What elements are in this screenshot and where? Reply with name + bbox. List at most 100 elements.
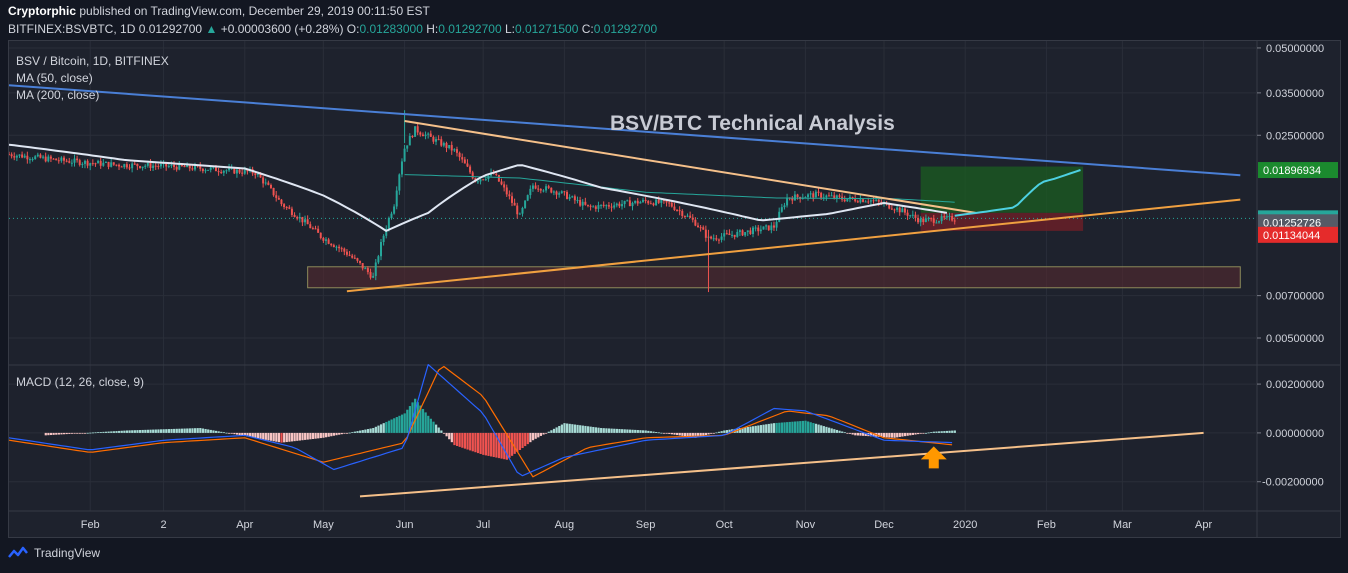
macd-histogram-bar <box>115 431 118 433</box>
candle-body <box>217 171 220 173</box>
publish-info: Cryptorphic published on TradingView.com… <box>8 4 430 18</box>
legend-macd[interactable]: MACD (12, 26, close, 9) <box>16 375 144 389</box>
candle-body <box>497 174 500 182</box>
candle-body <box>327 239 330 244</box>
candle-body <box>138 166 141 168</box>
macd-histogram-bar <box>343 432 346 434</box>
macd-histogram-bar <box>893 432 896 438</box>
time-tick-label: Nov <box>796 519 816 531</box>
macd-histogram-bar <box>948 430 951 433</box>
macd-histogram-bar <box>652 431 655 433</box>
candle-body <box>201 168 204 172</box>
candle-body <box>332 245 335 248</box>
macd-histogram-bar <box>385 421 388 433</box>
candle-body <box>838 195 841 197</box>
candle-body <box>159 164 162 167</box>
macd-histogram-bar <box>715 432 718 434</box>
macd-histogram-bar <box>707 432 710 435</box>
candle-body <box>427 133 430 135</box>
candle-body <box>686 215 689 217</box>
candle-body <box>167 165 170 167</box>
candle-body <box>361 263 364 269</box>
candle-body <box>484 179 487 181</box>
brand-name[interactable]: TradingView <box>34 546 101 560</box>
candle-body <box>859 199 862 203</box>
candle-body <box>131 163 134 169</box>
annotation-title: BSV/BTC Technical Analysis <box>610 112 895 135</box>
macd-histogram-bar <box>180 428 184 433</box>
candle-body <box>55 158 58 161</box>
macd-histogram-bar <box>372 428 375 433</box>
macd-histogram-bar <box>917 432 920 435</box>
candle-body <box>539 189 542 191</box>
macd-histogram-bar <box>888 432 891 438</box>
candle-body <box>455 149 458 153</box>
macd-histogram-bar <box>70 432 74 434</box>
macd-histogram-bar <box>796 421 799 433</box>
chart-container[interactable]: 0.05000000 0.03500000 0.02500000 0.01896934… <box>8 40 1341 538</box>
candle-body <box>759 229 762 232</box>
candle-body <box>770 225 773 231</box>
candle-body <box>820 192 823 198</box>
candle-body <box>204 170 207 172</box>
candle-body <box>170 164 173 166</box>
author-name[interactable]: Cryptorphic <box>8 4 77 18</box>
macd-histogram-bar <box>712 432 715 434</box>
candle-body <box>665 200 668 203</box>
price-chart[interactable]: 0.05000000 0.03500000 0.02500000 0.01896934… <box>8 41 1340 537</box>
candle-body <box>940 216 943 222</box>
candle-body <box>924 218 927 223</box>
time-tick-label: Feb <box>1037 519 1056 531</box>
candle-body <box>390 213 393 219</box>
last-price: 0.01292700 <box>138 22 203 36</box>
macd-histogram-bar <box>212 430 215 433</box>
candle-body <box>710 236 713 239</box>
macd-histogram-bar <box>545 432 548 434</box>
candle-body <box>691 217 694 220</box>
candle-body <box>183 165 186 168</box>
macd-histogram-bar <box>421 408 425 433</box>
price-tick-label: 0.00500000 <box>1266 333 1324 345</box>
macd-line <box>8 364 953 477</box>
legend-ma50[interactable]: MA (50, close) <box>16 71 93 85</box>
candle-body <box>330 243 333 246</box>
candle-body <box>804 197 807 199</box>
macd-histogram-bar <box>560 424 563 433</box>
time-tick-label: Sep <box>636 519 656 531</box>
macd-histogram-bar <box>377 425 380 433</box>
macd-histogram-bar <box>479 432 482 454</box>
macd-histogram-bar <box>678 432 681 436</box>
macd-histogram-bar <box>471 432 474 452</box>
close-value: 0.01292700 <box>593 22 658 36</box>
macd-histogram-bar <box>644 430 647 433</box>
macd-histogram-bar <box>812 423 815 433</box>
macd-histogram-bar <box>594 427 598 433</box>
macd-histogram-bar <box>345 432 349 434</box>
candle-body <box>359 260 362 264</box>
candle-body <box>416 126 419 133</box>
macd-histogram-bar <box>453 432 456 446</box>
macd-histogram-bar <box>503 432 506 460</box>
candle-body <box>767 225 770 231</box>
legend-ma200[interactable]: MA (200, close) <box>16 88 99 102</box>
macd-histogram-bar <box>68 432 71 434</box>
candle-body <box>285 207 288 209</box>
candle-body <box>817 191 820 193</box>
candle-body <box>191 168 194 170</box>
candle-body <box>529 188 532 196</box>
candle-body <box>526 195 529 201</box>
macd-histogram-bar <box>762 424 765 433</box>
macd-histogram-bar <box>738 428 742 433</box>
macd-histogram-bar <box>586 426 590 433</box>
lower-trendline <box>346 198 1241 293</box>
macd-histogram-bar <box>222 432 226 434</box>
close-label: C: <box>581 22 594 36</box>
macd-histogram-bar <box>869 432 873 437</box>
macd-histogram-bar <box>382 423 385 433</box>
macd-histogram-bar <box>214 430 218 433</box>
candle-body <box>466 163 469 167</box>
candle-body <box>725 233 728 235</box>
candle-body <box>757 227 760 232</box>
macd-histogram-bar <box>175 428 178 433</box>
macd-histogram-bar <box>311 432 315 439</box>
